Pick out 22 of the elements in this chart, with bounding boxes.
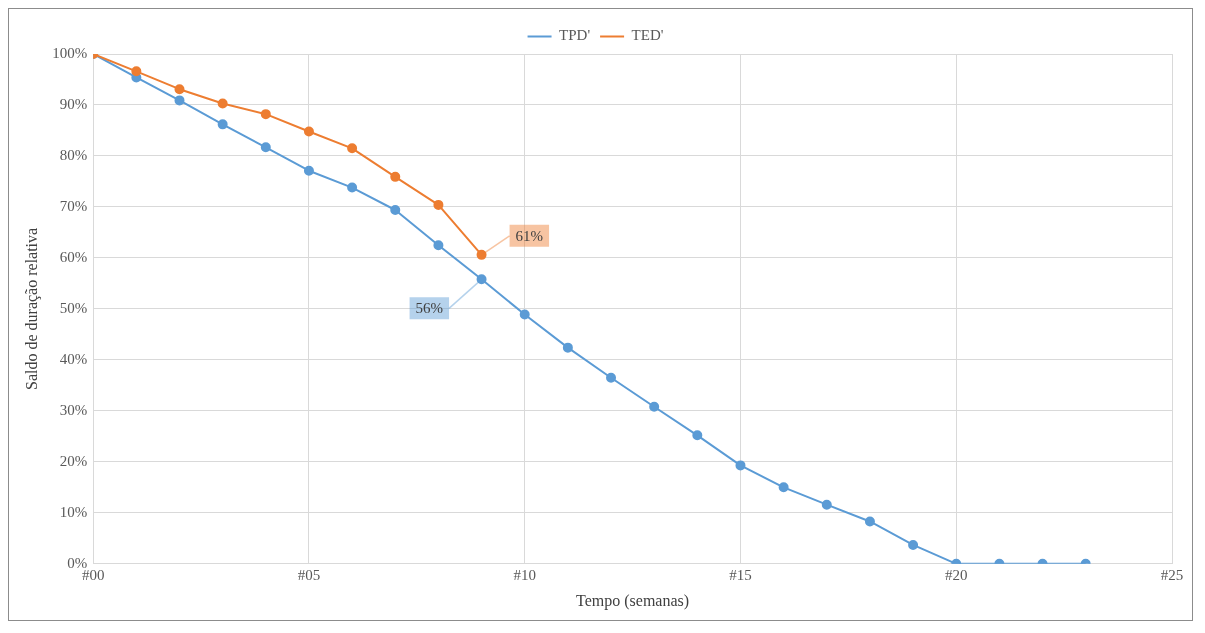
x-tick-label: #15	[729, 566, 752, 583]
y-tick-label: 70%	[59, 197, 88, 214]
x-axis-title: Tempo (semanas)	[576, 591, 690, 610]
x-tick-label: #20	[944, 566, 968, 583]
y-tick-label: 50%	[59, 299, 88, 316]
y-tick-label: 20%	[59, 452, 88, 469]
x-tick-label: #10	[513, 566, 536, 583]
y-tick-label: 100%	[52, 44, 88, 61]
y-tick-label: 30%	[59, 401, 88, 418]
y-tick-label: 60%	[59, 248, 88, 265]
y-tick-label: 80%	[59, 146, 88, 163]
y-axis-title: Saldo de duração relativa	[22, 227, 41, 390]
annotation: 61%	[515, 227, 544, 244]
y-tick-label: 40%	[59, 350, 88, 367]
x-tick-label: #25	[1160, 566, 1184, 583]
legend-label: TPD'	[559, 27, 591, 44]
x-tick-label: #05	[297, 566, 321, 583]
y-tick-label: 0%	[67, 554, 88, 571]
y-tick-label: 10%	[59, 503, 88, 520]
legend-label: TED'	[631, 27, 664, 44]
annotation: 56%	[415, 300, 444, 317]
y-tick-label: 90%	[59, 95, 88, 112]
